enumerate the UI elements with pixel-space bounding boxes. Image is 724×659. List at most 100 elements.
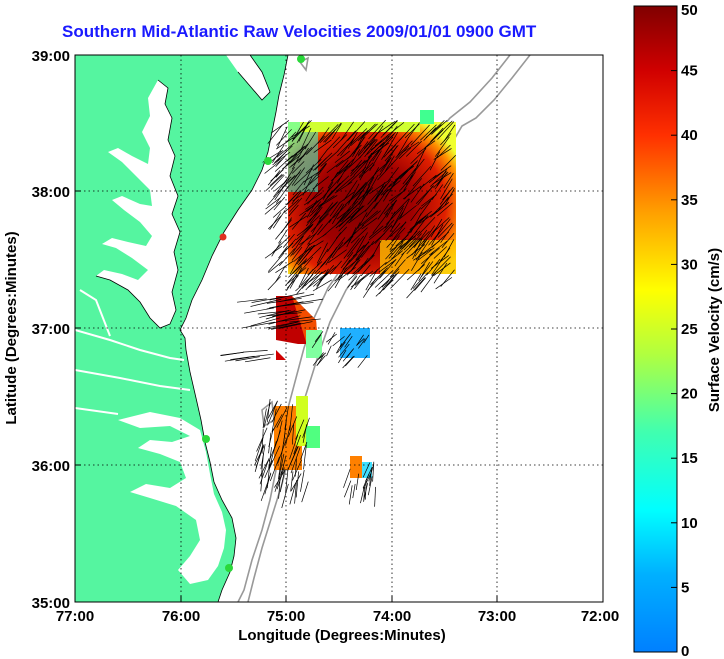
velocity-arrow [409,218,424,231]
velocity-arrow [369,468,372,486]
pamlico-sound [118,412,226,584]
velocity-arrow [362,152,372,173]
velocity-arrow [295,419,305,440]
velocity-arrow [372,461,375,482]
velocity-arrow [377,163,393,181]
velocity-arrow [399,198,410,219]
velocity-arrow [295,471,299,498]
velocity-arrow [220,351,244,356]
velocity-arrow [250,317,281,327]
velocity-arrow [275,160,291,178]
velocity-arrow [437,121,455,140]
velocity-arrow [269,212,282,230]
velocity-arrow [318,202,338,223]
velocity-arrow [242,350,268,353]
velocity-arrow [361,241,375,258]
velocity-arrow [277,439,287,464]
velocity-arrow [300,441,308,460]
velocity-arrow [278,453,285,479]
velocity-arrow [364,190,384,212]
velocity-arrow [268,215,282,230]
velocity-arrow [289,215,308,228]
velocity-arrow [264,472,272,495]
plot-title: Southern Mid-Atlantic Raw Velocities 200… [62,22,537,41]
velocity-arrow [385,125,398,142]
velocity-arrow [305,159,322,174]
delaware-bay [226,55,270,100]
velocity-arrow [365,202,378,218]
velocity-arrow [286,145,305,162]
velocity-arrow [441,232,455,248]
velocity-arrow [440,154,456,171]
velocity-arrow [292,120,312,140]
velocity-arrow [431,231,449,248]
velocity-arrow [357,190,369,210]
velocity-arrow [261,453,264,477]
velocity-arrow [269,445,280,469]
velocity-arrow [274,467,284,492]
velocity-arrow [293,245,313,262]
colorbar-tick-label: 40 [681,127,698,144]
velocity-arrow [244,357,271,363]
velocity-arrow [374,486,376,507]
velocity-arrow [443,173,454,189]
colorbar-tick-label: 45 [681,63,698,80]
velocity-arrow [273,196,285,211]
velocity-arrow [356,338,365,346]
velocity-arrow [255,444,265,468]
velocity-arrow [361,210,381,226]
velocity-arrow [292,459,302,481]
velocity-arrow [285,467,289,493]
velocity-arrow [371,233,386,246]
velocity-arrow [267,189,282,206]
velocity-arrow [440,269,455,287]
velocity-arrow [347,144,362,160]
colorbar-tick-label: 0 [681,643,689,659]
velocity-arrow [335,216,351,229]
velocity-arrow [350,272,369,288]
velocity-arrow [266,297,302,304]
velocity-arrow [331,123,342,140]
velocity-arrow [288,204,299,217]
velocity-arrow [442,186,454,201]
velocity-arrow [386,122,405,137]
velocity-arrow [423,225,436,243]
velocity-arrow [303,444,307,470]
velocity-arrow [340,121,354,142]
velocity-arrow [254,436,264,462]
velocity-arrow [366,174,379,196]
velocity-arrow [369,125,384,146]
velocity-arrow [275,150,288,163]
velocity-arrow [363,134,377,149]
velocity-arrow [267,124,283,144]
velocity-arrow [334,265,353,282]
velocity-arrow [382,180,401,196]
velocity-arrow [268,261,283,274]
velocity-arrow [352,241,370,257]
velocity-arrow [324,122,342,143]
velocity-arrow [348,209,367,224]
velocity-arrow [286,169,302,190]
velocity-arrow [300,244,315,263]
velocity-arrow [325,247,338,266]
velocity-arrow [342,356,354,369]
velocity-arrow [268,315,301,325]
velocity-arrow [242,321,275,329]
velocity-arrow [395,234,409,247]
velocity-arrow [336,206,354,220]
velocity-arrow [357,257,369,273]
velocity-arrow [271,408,277,433]
velocity-arrow [443,124,456,142]
velocity-arrow [400,174,414,191]
velocity-arrow [370,267,388,286]
velocity-arrow [412,166,432,187]
colorbar-tick-label: 30 [681,256,698,273]
velocity-arrow [434,120,453,139]
velocity-arrow [431,120,448,135]
velocity-arrow [352,261,367,275]
velocity-arrow [346,227,357,248]
velocity-arrow [275,219,292,240]
velocity-arrow [291,246,303,261]
velocity-arrow [283,166,295,185]
velocity-arrow [265,321,299,329]
